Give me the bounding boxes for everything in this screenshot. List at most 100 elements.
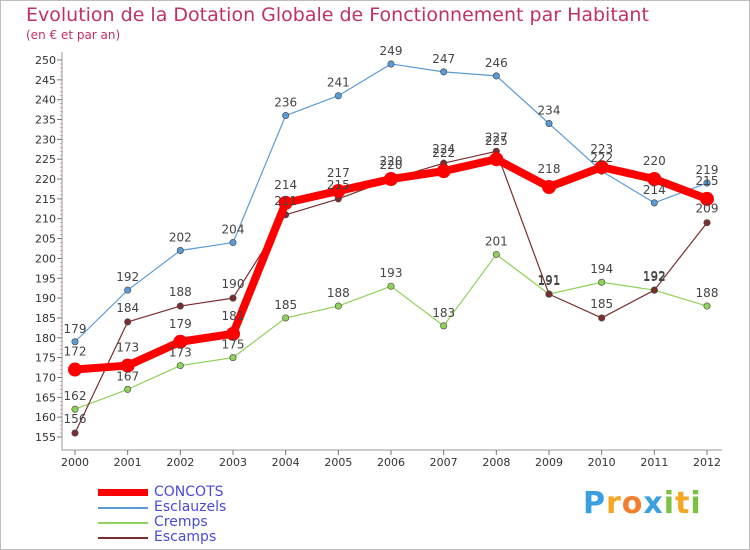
legend-swatch bbox=[98, 521, 148, 524]
data-point-concots bbox=[278, 195, 293, 210]
y-tick-label: 240 bbox=[35, 94, 56, 107]
data-label-esclauzels: 222 bbox=[590, 151, 613, 165]
data-label-cremps: 185 bbox=[274, 298, 297, 312]
legend-swatch bbox=[98, 506, 148, 509]
x-tick-label: 2001 bbox=[114, 456, 142, 469]
data-point-cremps bbox=[598, 278, 606, 286]
data-point-escamps bbox=[545, 290, 553, 298]
data-label-cremps: 192 bbox=[643, 270, 666, 284]
logo-letter: r bbox=[606, 486, 622, 521]
legend-swatch bbox=[98, 536, 148, 539]
y-tick-label: 210 bbox=[35, 213, 56, 226]
data-label-escamps: 156 bbox=[64, 412, 87, 426]
data-point-esclauzels bbox=[440, 68, 448, 76]
y-tick-label: 215 bbox=[35, 193, 56, 206]
data-label-esclauzels: 204 bbox=[222, 223, 245, 237]
data-point-esclauzels bbox=[387, 60, 395, 68]
data-label-esclauzels: 219 bbox=[696, 163, 719, 177]
data-label-concots: 179 bbox=[169, 317, 192, 331]
data-point-concots bbox=[594, 160, 609, 175]
data-point-escamps bbox=[650, 286, 658, 294]
data-point-cremps bbox=[387, 282, 395, 290]
data-label-cremps: 193 bbox=[380, 266, 403, 280]
data-point-esclauzels bbox=[229, 239, 237, 247]
data-point-cremps bbox=[492, 250, 500, 258]
legend-swatch bbox=[98, 489, 148, 496]
data-label-esclauzels: 214 bbox=[643, 183, 666, 197]
data-point-concots bbox=[700, 191, 714, 206]
data-label-escamps: 224 bbox=[432, 142, 455, 156]
data-point-escamps bbox=[176, 302, 184, 310]
data-point-cremps bbox=[282, 314, 290, 322]
data-label-esclauzels: 236 bbox=[274, 96, 297, 110]
data-point-esclauzels bbox=[282, 112, 290, 120]
y-tick-label: 250 bbox=[35, 54, 56, 67]
data-label-esclauzels: 179 bbox=[64, 322, 87, 336]
data-point-concots bbox=[436, 164, 451, 179]
data-point-esclauzels bbox=[650, 199, 658, 207]
data-label-esclauzels: 234 bbox=[538, 103, 561, 117]
data-label-cremps: 201 bbox=[485, 234, 508, 248]
data-label-escamps: 184 bbox=[116, 301, 139, 315]
data-point-escamps bbox=[229, 294, 237, 302]
y-tick-label: 160 bbox=[35, 411, 56, 424]
data-label-cremps: 183 bbox=[432, 306, 455, 320]
data-label-cremps: 162 bbox=[64, 389, 87, 403]
data-label-cremps: 188 bbox=[696, 286, 719, 300]
data-label-escamps: 211 bbox=[274, 194, 297, 208]
data-label-concots: 215 bbox=[696, 174, 719, 188]
y-tick-label: 195 bbox=[35, 272, 56, 285]
data-label-concots: 214 bbox=[274, 178, 297, 192]
x-tick-label: 2007 bbox=[430, 456, 458, 469]
y-tick-label: 220 bbox=[35, 173, 56, 186]
chart-title: Evolution de la Dotation Globale de Fonc… bbox=[26, 4, 649, 26]
data-label-escamps: 215 bbox=[327, 178, 350, 192]
data-point-escamps bbox=[703, 219, 711, 227]
y-tick-label: 200 bbox=[35, 252, 56, 265]
data-label-esclauzels: 246 bbox=[485, 56, 508, 70]
data-point-cremps bbox=[176, 362, 184, 370]
y-tick-label: 180 bbox=[35, 332, 56, 345]
legend-label: Esclauzels bbox=[154, 499, 227, 515]
data-point-esclauzels bbox=[334, 92, 342, 100]
data-point-cremps bbox=[703, 302, 711, 310]
data-label-cremps: 175 bbox=[222, 338, 245, 352]
data-point-concots bbox=[226, 326, 240, 341]
legend-item-cremps: Cremps bbox=[98, 514, 226, 530]
data-label-esclauzels: 249 bbox=[380, 44, 403, 58]
chart-subtitle: (en € et par an) bbox=[26, 28, 121, 42]
data-point-esclauzels bbox=[71, 338, 79, 346]
data-label-concots: 225 bbox=[485, 134, 508, 148]
x-tick-label: 2009 bbox=[535, 456, 563, 469]
data-point-concots bbox=[331, 183, 346, 198]
data-label-concots: 173 bbox=[116, 341, 139, 355]
data-label-cremps: 191 bbox=[538, 274, 561, 288]
data-label-escamps: 191 bbox=[538, 273, 561, 287]
data-label-escamps: 192 bbox=[643, 269, 666, 283]
data-point-cremps bbox=[229, 354, 237, 362]
data-label-concots: 181 bbox=[222, 309, 245, 323]
legend-item-escamps: Escamps bbox=[98, 529, 226, 545]
data-point-esclauzels bbox=[124, 286, 132, 294]
data-point-concots bbox=[68, 362, 82, 377]
chart-legend: CONCOTS Esclauzels Cremps Escamps bbox=[98, 484, 227, 545]
data-point-escamps bbox=[71, 429, 79, 437]
x-tick-label: 2011 bbox=[640, 456, 668, 469]
legend-label: CONCOTS bbox=[154, 484, 224, 500]
data-label-escamps: 209 bbox=[696, 202, 719, 216]
y-tick-label: 175 bbox=[35, 352, 56, 365]
x-tick-label: 2004 bbox=[272, 456, 300, 469]
data-label-concots: 220 bbox=[643, 154, 666, 168]
data-point-cremps bbox=[124, 385, 132, 393]
logo-letter: t bbox=[675, 486, 691, 521]
data-label-esclauzels: 202 bbox=[169, 230, 192, 244]
y-tick-label: 185 bbox=[35, 312, 56, 325]
logo-letter: x bbox=[643, 486, 664, 521]
x-tick-label: 2012 bbox=[693, 456, 721, 469]
y-tick-label: 245 bbox=[35, 74, 56, 87]
data-label-esclauzels: 192 bbox=[116, 270, 139, 284]
y-tick-label: 170 bbox=[35, 371, 56, 384]
x-tick-label: 2006 bbox=[377, 456, 405, 469]
data-label-cremps: 194 bbox=[590, 262, 613, 276]
